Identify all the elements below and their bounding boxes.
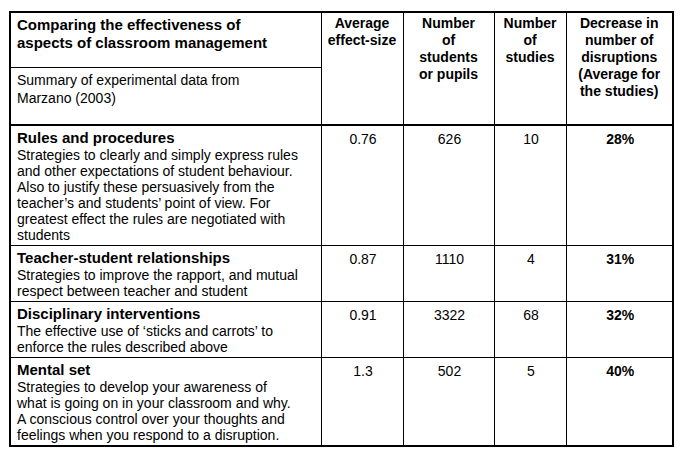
row-cell-mental-set: Mental set Strategies to develop your aw… [10, 358, 321, 447]
row-description: Strategies to clearly and simply express… [17, 147, 317, 243]
studies-value: 5 [494, 358, 566, 447]
effect-size-value: 0.76 [321, 125, 403, 246]
row-cell-rules-and-procedures: Rules and procedures Strategies to clear… [10, 125, 321, 246]
students-value: 502 [403, 358, 494, 447]
studies-value: 10 [494, 125, 566, 246]
decrease-value: 32% [566, 302, 673, 358]
row-cell-teacher-student-relationships: Teacher-student relationships Strategies… [10, 246, 321, 302]
row-description: Strategies to develop your awareness of … [17, 379, 317, 443]
students-value: 1110 [403, 246, 494, 302]
row-title: Rules and procedures [17, 129, 317, 147]
effect-size-value: 0.87 [321, 246, 403, 302]
column-header-decrease: Decrease in number of disruptions (Avera… [566, 12, 673, 125]
table-row: Rules and procedures Strategies to clear… [10, 125, 673, 246]
column-header-studies: Number of studies [494, 12, 566, 125]
table-title: Comparing the effectiveness of aspects o… [10, 12, 321, 67]
row-description: Strategies to improve the rapport, and m… [17, 267, 317, 299]
header-title-row: Comparing the effectiveness of aspects o… [10, 12, 673, 67]
table-row: Disciplinary interventions The effective… [10, 302, 673, 358]
row-title: Teacher-student relationships [17, 249, 317, 267]
table-row: Mental set Strategies to develop your aw… [10, 358, 673, 447]
studies-value: 4 [494, 246, 566, 302]
table-row: Teacher-student relationships Strategies… [10, 246, 673, 302]
row-description: The effective use of ‘sticks and carrots… [17, 323, 317, 355]
row-cell-disciplinary-interventions: Disciplinary interventions The effective… [10, 302, 321, 358]
decrease-value: 40% [566, 358, 673, 447]
effect-size-value: 0.91 [321, 302, 403, 358]
row-title: Disciplinary interventions [17, 305, 317, 323]
classroom-management-table: Comparing the effectiveness of aspects o… [9, 11, 674, 447]
effect-size-value: 1.3 [321, 358, 403, 447]
table-subtitle: Summary of experimental data from Marzan… [10, 67, 321, 125]
column-header-effect-size: Average effect-size [321, 12, 403, 125]
decrease-value: 28% [566, 125, 673, 246]
column-header-students: Number of students or pupils [403, 12, 494, 125]
students-value: 626 [403, 125, 494, 246]
students-value: 3322 [403, 302, 494, 358]
decrease-value: 31% [566, 246, 673, 302]
row-title: Mental set [17, 361, 317, 379]
studies-value: 68 [494, 302, 566, 358]
